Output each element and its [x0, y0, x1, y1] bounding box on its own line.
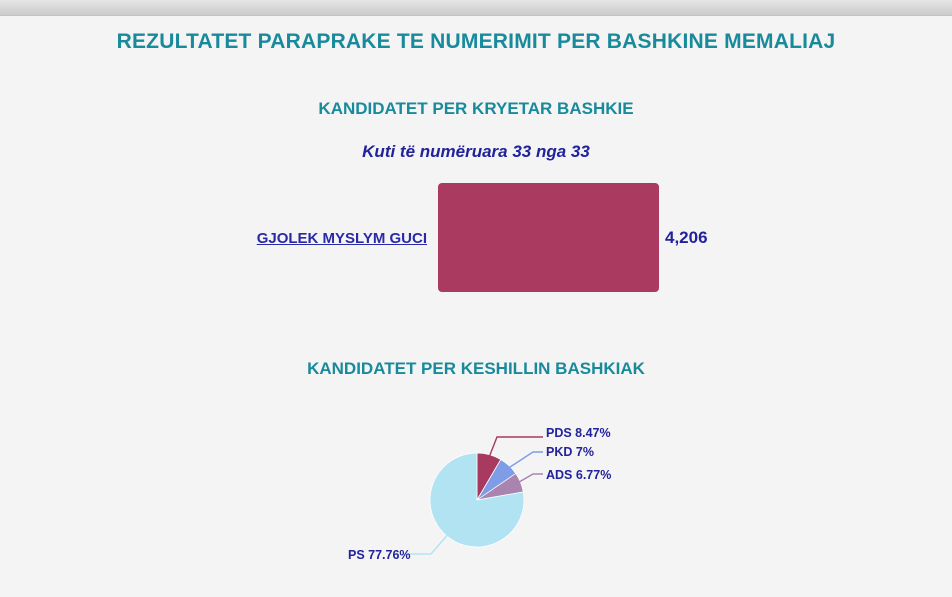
mayor-votes-bar: [438, 183, 659, 292]
top-gray-band: [0, 0, 952, 16]
pie-label-ps: PS 77.76%: [348, 548, 411, 562]
pie-label-ads: ADS 6.77%: [546, 468, 612, 482]
council-pie-chart: [408, 436, 543, 555]
council-section-heading: KANDIDATET PER KESHILLIN BASHKIAK: [307, 359, 645, 378]
mayor-votes-value: 4,206: [665, 228, 708, 247]
pie-leader-ads: [513, 473, 543, 486]
pie-leader-ps: [408, 531, 451, 555]
boxes-counted-note: Kuti të numëruara 33 nga 33: [362, 142, 590, 161]
pie-leader-pkd: [503, 451, 543, 472]
pie-label-pkd: PKD 7%: [546, 445, 594, 459]
page-title: REZULTATET PARAPRAKE TE NUMERIMIT PER BA…: [116, 30, 836, 53]
pie-leader-pds: [487, 436, 543, 461]
pie-label-pds: PDS 8.47%: [546, 426, 611, 440]
candidate-name-link[interactable]: GJOLEK MYSLYM GUCI: [256, 230, 427, 247]
mayor-section-heading: KANDIDATET PER KRYETAR BASHKIE: [318, 99, 634, 118]
